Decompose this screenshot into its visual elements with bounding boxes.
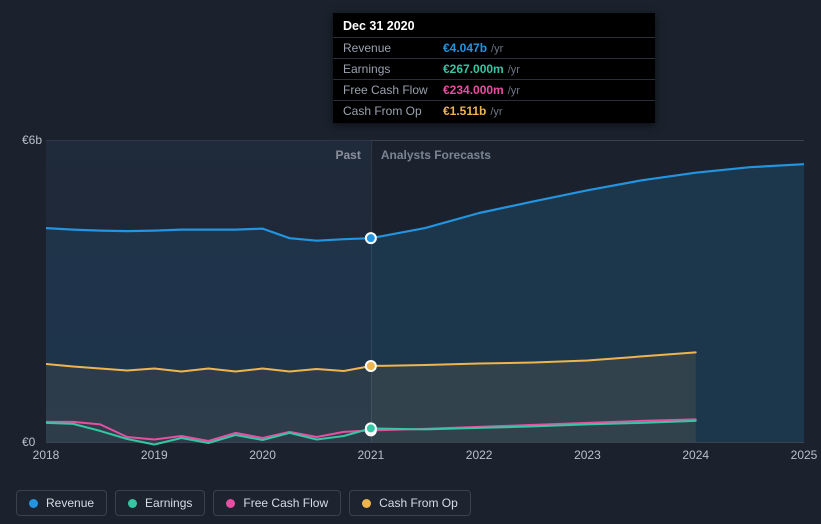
legend-label: Revenue <box>46 496 94 510</box>
marker-earnings <box>366 423 376 433</box>
marker-revenue <box>366 233 376 243</box>
x-tick-2021: 2021 <box>357 448 384 462</box>
x-tick-2022: 2022 <box>466 448 493 462</box>
y-axis-label-zero: €0 <box>22 435 35 449</box>
x-tick-2020: 2020 <box>249 448 276 462</box>
tooltip-row-earnings: Earnings€267.000m/yr <box>333 58 655 79</box>
legend-swatch-icon <box>29 499 38 508</box>
tooltip-value: €1.511b <box>443 104 486 118</box>
tooltip-label: Cash From Op <box>343 104 443 118</box>
legend-label: Cash From Op <box>379 496 458 510</box>
tooltip-unit: /yr <box>491 43 503 55</box>
financial-forecast-chart: €6b €0 Past Analysts Forecasts 201820192… <box>16 0 805 524</box>
chart-plot-area[interactable] <box>46 140 804 446</box>
tooltip-unit: /yr <box>490 106 502 118</box>
legend-swatch-icon <box>226 499 235 508</box>
legend-item-earnings[interactable]: Earnings <box>115 490 205 516</box>
legend-item-free_cash_flow[interactable]: Free Cash Flow <box>213 490 341 516</box>
legend-label: Free Cash Flow <box>243 496 328 510</box>
tooltip-row-revenue: Revenue€4.047b/yr <box>333 37 655 58</box>
tooltip-label: Free Cash Flow <box>343 83 443 97</box>
tooltip-value: €4.047b <box>443 41 487 55</box>
x-tick-2019: 2019 <box>141 448 168 462</box>
x-tick-2025: 2025 <box>791 448 818 462</box>
legend-item-revenue[interactable]: Revenue <box>16 490 107 516</box>
x-tick-2018: 2018 <box>33 448 60 462</box>
x-tick-2023: 2023 <box>574 448 601 462</box>
legend-swatch-icon <box>362 499 371 508</box>
tooltip-value: €267.000m <box>443 62 504 76</box>
chart-legend: Revenue Earnings Free Cash Flow Cash From O… <box>16 490 471 516</box>
tooltip-value: €234.000m <box>443 83 504 97</box>
y-axis-label-max: €6b <box>22 133 42 147</box>
legend-label: Earnings <box>145 496 192 510</box>
legend-item-cash_from_op[interactable]: Cash From Op <box>349 490 471 516</box>
marker-cash_from_op <box>366 361 376 371</box>
x-tick-2024: 2024 <box>682 448 709 462</box>
tooltip-row-free-cash-flow: Free Cash Flow€234.000m/yr <box>333 79 655 100</box>
data-tooltip: Dec 31 2020 Revenue€4.047b/yrEarnings€26… <box>333 13 655 123</box>
tooltip-row-cash-from-op: Cash From Op€1.511b/yr <box>333 100 655 121</box>
tooltip-label: Revenue <box>343 41 443 55</box>
tooltip-unit: /yr <box>508 64 520 76</box>
legend-swatch-icon <box>128 499 137 508</box>
tooltip-date: Dec 31 2020 <box>333 19 655 37</box>
tooltip-label: Earnings <box>343 62 443 76</box>
tooltip-unit: /yr <box>508 85 520 97</box>
